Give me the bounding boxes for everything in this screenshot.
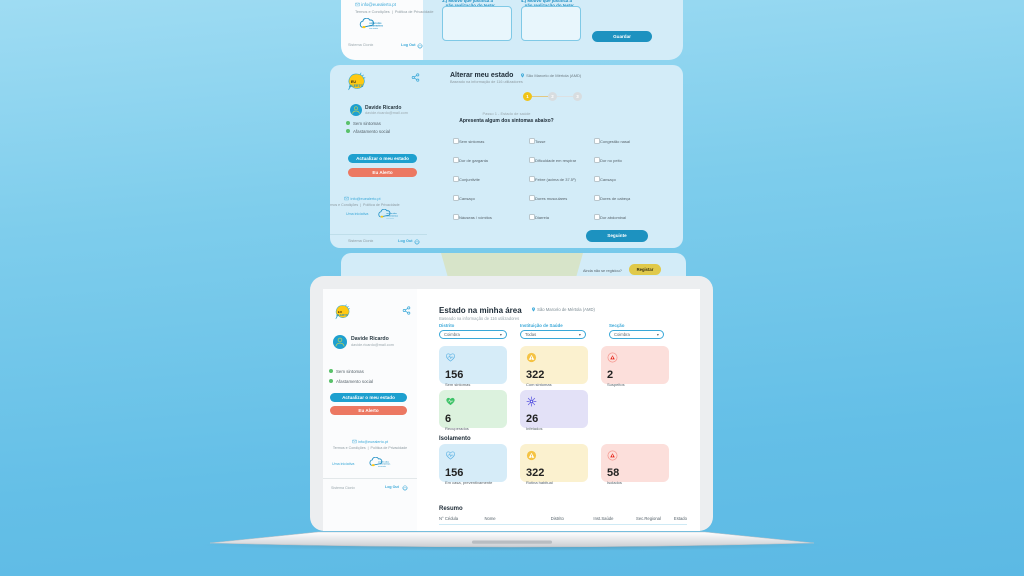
svg-text:enfermeiros: enfermeiros (378, 464, 391, 466)
svg-text:ordem dos: ordem dos (378, 461, 390, 463)
svg-text:enfermeiros: enfermeiros (369, 25, 383, 28)
svg-text:ALERTO: ALERTO (336, 313, 349, 317)
svg-text:ordem dos: ordem dos (386, 212, 397, 215)
svg-text:ALERTO: ALERTO (349, 84, 364, 88)
svg-text:EU: EU (351, 80, 356, 84)
